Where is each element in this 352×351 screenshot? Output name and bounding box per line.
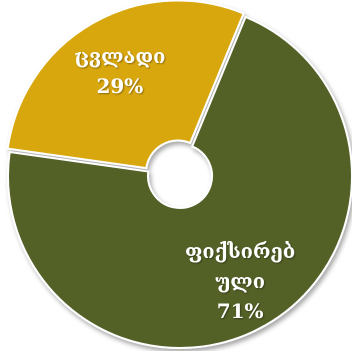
slice-value-label: 29%: [96, 74, 143, 98]
pie-slice-1: [6, 0, 245, 170]
slice-label-2: ფიქსირებ ული 71%: [185, 239, 295, 323]
slice-category-label: ფიქსირებ: [185, 239, 295, 263]
slice-value-label: 71%: [217, 299, 264, 323]
pie-slice-2: [7, 15, 352, 349]
slices-group: [6, 0, 352, 349]
slice-category-label: ცვლადი: [74, 44, 165, 68]
slice-category-label: ული: [215, 269, 265, 293]
labels-group: ცვლადი 29% ფიქსირებ ული 71%: [74, 44, 295, 323]
slice-label-1: ცვლადი 29%: [74, 44, 165, 98]
